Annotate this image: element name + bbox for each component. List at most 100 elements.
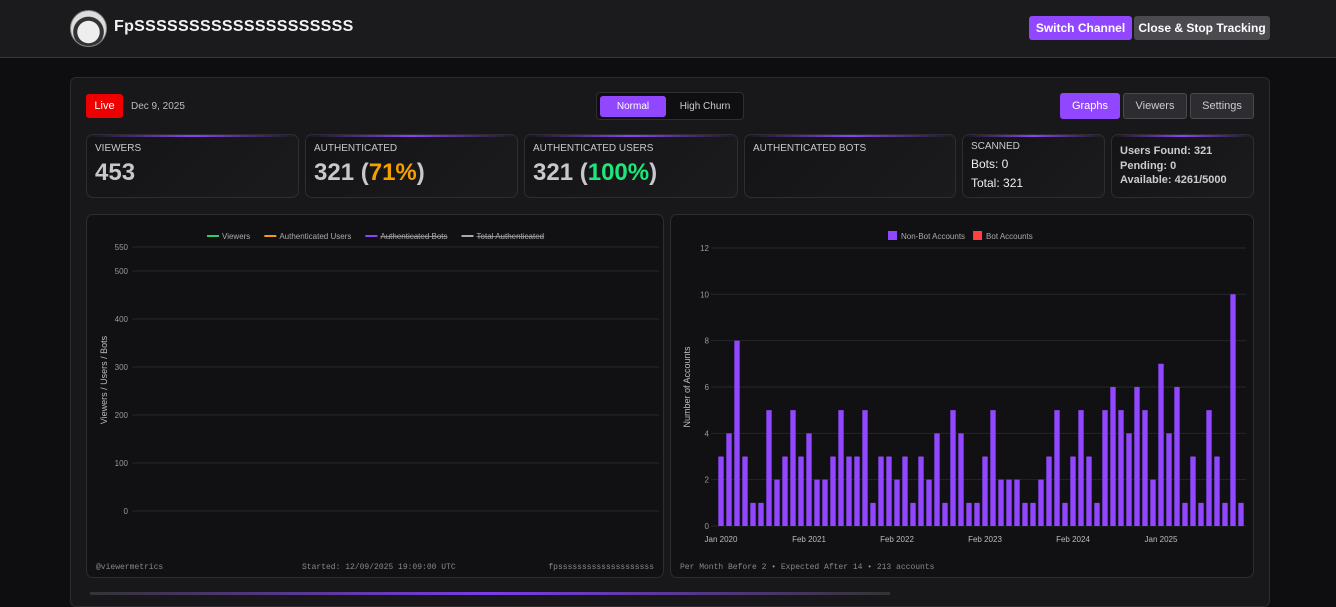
legend-swatch <box>973 231 983 240</box>
tab-settings[interactable]: Settings <box>1190 93 1254 119</box>
bar <box>846 456 852 526</box>
x-tick-label: Feb 2024 <box>1056 535 1090 544</box>
live-badge: Live <box>86 94 123 118</box>
pending-count: Pending: 0 <box>1120 159 1177 172</box>
bar <box>934 433 940 526</box>
top-header: FpSSSSSSSSSSSSSSSSSSSS Switch Channel Cl… <box>0 0 1336 58</box>
y-tick-label: 2 <box>705 476 710 485</box>
bar <box>1110 386 1116 526</box>
bar <box>1030 502 1036 526</box>
y-tick-label: 100 <box>115 459 129 468</box>
y-tick-label: 0 <box>124 507 129 516</box>
x-tick-label: Jan 2025 <box>1145 535 1178 544</box>
bar <box>926 479 932 526</box>
y-tick-label: 200 <box>115 411 129 420</box>
legend-item: Total Authenticated <box>477 232 545 241</box>
bar <box>974 502 980 526</box>
bar <box>870 502 876 526</box>
bar <box>990 410 996 526</box>
bar <box>814 479 820 526</box>
y-tick-label: 4 <box>705 429 710 438</box>
bar <box>918 456 924 526</box>
authenticated-value: 321 (71%) <box>314 159 425 187</box>
bar <box>958 433 964 526</box>
switch-channel-button[interactable]: Switch Channel <box>1029 16 1132 40</box>
bar <box>1142 410 1148 526</box>
mode-normal[interactable]: Normal <box>600 96 666 117</box>
bar <box>718 456 724 526</box>
close-stop-tracking-button[interactable]: Close & Stop Tracking <box>1134 16 1270 40</box>
y-tick-label: 300 <box>115 363 129 372</box>
authenticated-percent: 71% <box>368 159 417 186</box>
legend-item: Non-Bot Accounts <box>901 232 965 241</box>
tab-viewers[interactable]: Viewers <box>1123 93 1187 119</box>
bar <box>742 456 748 526</box>
bar <box>1094 502 1100 526</box>
legend-item: Viewers <box>222 232 250 241</box>
tab-graphs[interactable]: Graphs <box>1060 93 1120 119</box>
chart-credit: @viewermetrics <box>96 563 164 572</box>
authenticated-users-card: AUTHENTICATED USERS 321 (100%) <box>524 134 738 198</box>
bar <box>1134 386 1140 526</box>
chart-channel: fpssssssssssssssssssss <box>548 563 654 572</box>
bar <box>1150 479 1156 526</box>
bar <box>774 479 780 526</box>
authenticated-label: AUTHENTICATED <box>314 143 398 154</box>
viewers-card: VIEWERS 453 <box>86 134 299 198</box>
scanned-card: SCANNED Bots: 0 Total: 321 <box>962 134 1105 198</box>
bar <box>726 433 732 526</box>
bar <box>1238 502 1244 526</box>
bar <box>806 433 812 526</box>
bar <box>798 456 804 526</box>
bar-chart-svg: 0 2 4 6 8 10 12 Number of Accounts Jan 2020 Feb 2… <box>682 231 1246 544</box>
viewers-label: VIEWERS <box>95 143 142 154</box>
x-tick-label: Feb 2023 <box>968 535 1002 544</box>
bar <box>1070 456 1076 526</box>
legend-item: Authenticated Users <box>279 232 351 241</box>
next-section-edge <box>90 592 890 595</box>
line-chart-svg: 0 100 200 300 400 500 550 Viewers / Users / Bot… <box>99 232 659 516</box>
bar <box>966 502 972 526</box>
bar <box>1158 363 1164 526</box>
bar <box>1190 456 1196 526</box>
legend-swatch <box>888 231 897 240</box>
bar <box>830 456 836 526</box>
bar <box>1230 294 1236 526</box>
bar <box>998 479 1004 526</box>
bar <box>822 479 828 526</box>
bar <box>1038 479 1044 526</box>
y-tick-label: 12 <box>700 244 709 253</box>
authenticated-users-count: 321 <box>533 159 574 186</box>
y-tick-label: 500 <box>115 267 129 276</box>
bar <box>886 456 892 526</box>
bar <box>1126 433 1132 526</box>
bar <box>1102 410 1108 526</box>
legend-item: Authenticated Bots <box>380 232 447 241</box>
bar <box>1222 502 1228 526</box>
queue-card: Users Found: 321 Pending: 0 Available: 4… <box>1111 134 1254 198</box>
bar <box>750 502 756 526</box>
bar <box>782 456 788 526</box>
bar <box>1118 410 1124 526</box>
x-tick-label: Jan 2020 <box>705 535 738 544</box>
authenticated-bots-label: AUTHENTICATED BOTS <box>753 143 867 154</box>
mode-high-churn[interactable]: High Churn <box>679 101 731 112</box>
bar <box>1182 502 1188 526</box>
bar <box>1214 456 1220 526</box>
x-tick-label: Feb 2022 <box>880 535 914 544</box>
bar <box>1046 456 1052 526</box>
bar <box>1006 479 1012 526</box>
legend-item: Bot Accounts <box>986 232 1033 241</box>
bar <box>1206 410 1212 526</box>
available-count: Available: 4261/5000 <box>1120 174 1227 186</box>
bar <box>1198 502 1204 526</box>
bar <box>1086 456 1092 526</box>
bar <box>910 502 916 526</box>
y-tick-label: 550 <box>115 243 129 252</box>
viewers-line-chart: 0 100 200 300 400 500 550 Viewers / Users / Bot… <box>86 214 664 578</box>
scanned-bots: Bots: 0 <box>971 157 1009 171</box>
session-date: Dec 9, 2025 <box>131 101 185 112</box>
authenticated-users-percent: 100% <box>587 159 650 186</box>
authenticated-users-label: AUTHENTICATED USERS <box>533 143 654 154</box>
bar <box>734 340 740 526</box>
